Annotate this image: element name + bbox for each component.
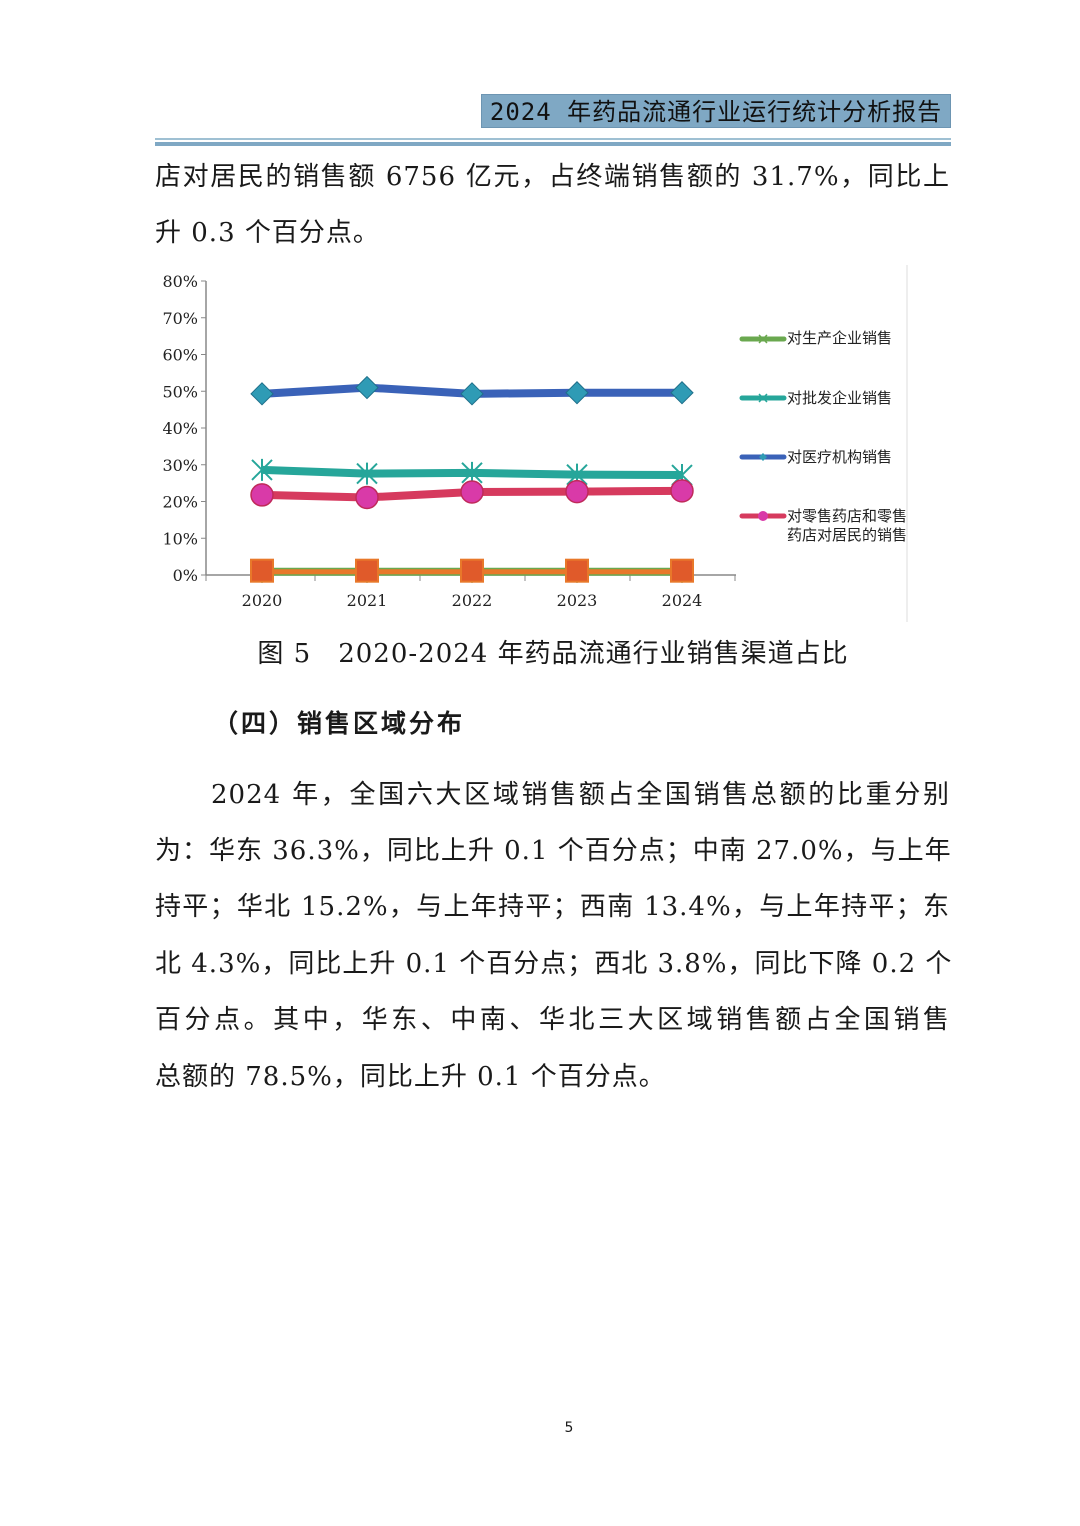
y-tick-label: 40% bbox=[162, 419, 198, 438]
paragraph-line: 持平；华北 15.2%，与上年持平；西南 13.4%，与上年持平；东 bbox=[155, 892, 950, 922]
y-tick-label: 70% bbox=[162, 309, 198, 328]
data-point-square bbox=[250, 558, 274, 583]
data-point-circle bbox=[460, 480, 484, 504]
legend-label: 对零售药店和零售药店对居民的销售 bbox=[787, 507, 908, 544]
y-tick-label: 50% bbox=[162, 382, 198, 401]
data-point-square bbox=[460, 558, 484, 583]
y-tick-label: 60% bbox=[162, 346, 198, 365]
data-point-square bbox=[565, 558, 589, 583]
x-tick-label: 2022 bbox=[452, 591, 493, 610]
y-tick-label: 20% bbox=[162, 493, 198, 512]
x-tick-label: 2021 bbox=[347, 591, 388, 610]
y-tick-label: 0% bbox=[173, 566, 198, 585]
data-point-star bbox=[251, 458, 273, 481]
data-point-square bbox=[355, 558, 379, 583]
x-tick-label: 2020 bbox=[242, 591, 283, 610]
header-rule bbox=[155, 138, 951, 140]
legend-marker bbox=[758, 511, 768, 521]
legend-marker bbox=[758, 334, 768, 344]
data-point-diamond bbox=[250, 382, 274, 406]
x-tick-label: 2023 bbox=[557, 591, 598, 610]
data-point-diamond bbox=[355, 375, 379, 400]
data-point-star bbox=[461, 461, 483, 484]
legend-marker bbox=[759, 453, 767, 461]
legend-label: 对生产企业销售 bbox=[787, 329, 893, 347]
paragraph-line: 北 4.3%，同比上升 0.1 个百分点；西北 3.8%，同比下降 0.2 个 bbox=[155, 949, 953, 979]
figure-caption: 图 5 2020-2024 年药品流通行业销售渠道占比 bbox=[257, 639, 849, 669]
legend-label: 对批发企业销售 bbox=[787, 389, 893, 407]
report-header-title: 2024 年药品流通行业运行统计分析报告 bbox=[481, 94, 951, 128]
data-point-circle bbox=[670, 479, 694, 503]
data-point-diamond bbox=[670, 381, 694, 405]
data-point-circle bbox=[250, 483, 274, 507]
y-tick-label: 10% bbox=[162, 529, 198, 548]
section-heading: （四）销售区域分布 bbox=[213, 709, 466, 738]
data-point-circle bbox=[355, 485, 379, 510]
data-point-diamond bbox=[460, 382, 484, 406]
paragraph-line: 百分点。其中，华东、中南、华北三大区域销售额占全国销售 bbox=[155, 1005, 950, 1035]
paragraph-line: 2024 年，全国六大区域销售额占全国销售总额的比重分别 bbox=[211, 780, 950, 810]
x-tick-label: 2024 bbox=[662, 591, 703, 610]
y-tick-label: 80% bbox=[162, 272, 198, 291]
data-point-diamond bbox=[565, 381, 589, 405]
paragraph-line: 为：华东 36.3%，同比上升 0.1 个百分点；中南 27.0%，与上年 bbox=[155, 836, 952, 866]
legend-label: 对医疗机构销售 bbox=[787, 448, 893, 466]
paragraph-line: 升 0.3 个百分点。 bbox=[155, 218, 380, 248]
paragraph-line: 总额的 78.5%，同比上升 0.1 个百分点。 bbox=[155, 1062, 666, 1092]
y-tick-label: 30% bbox=[162, 456, 198, 475]
data-point-square bbox=[670, 558, 694, 583]
page-number: 5 bbox=[564, 1420, 574, 1436]
legend-marker bbox=[758, 393, 768, 403]
paragraph-line: 店对居民的销售额 6756 亿元，占终端销售额的 31.7%，同比上 bbox=[155, 162, 950, 192]
data-point-star bbox=[356, 462, 378, 485]
data-point-circle bbox=[565, 479, 589, 504]
sales-channel-line-chart: 0% 10% 20% 30% 40% 50% 60% 70% 80% 2020 2021 2022 20… bbox=[162, 265, 908, 622]
header-rule-thick bbox=[155, 142, 951, 146]
